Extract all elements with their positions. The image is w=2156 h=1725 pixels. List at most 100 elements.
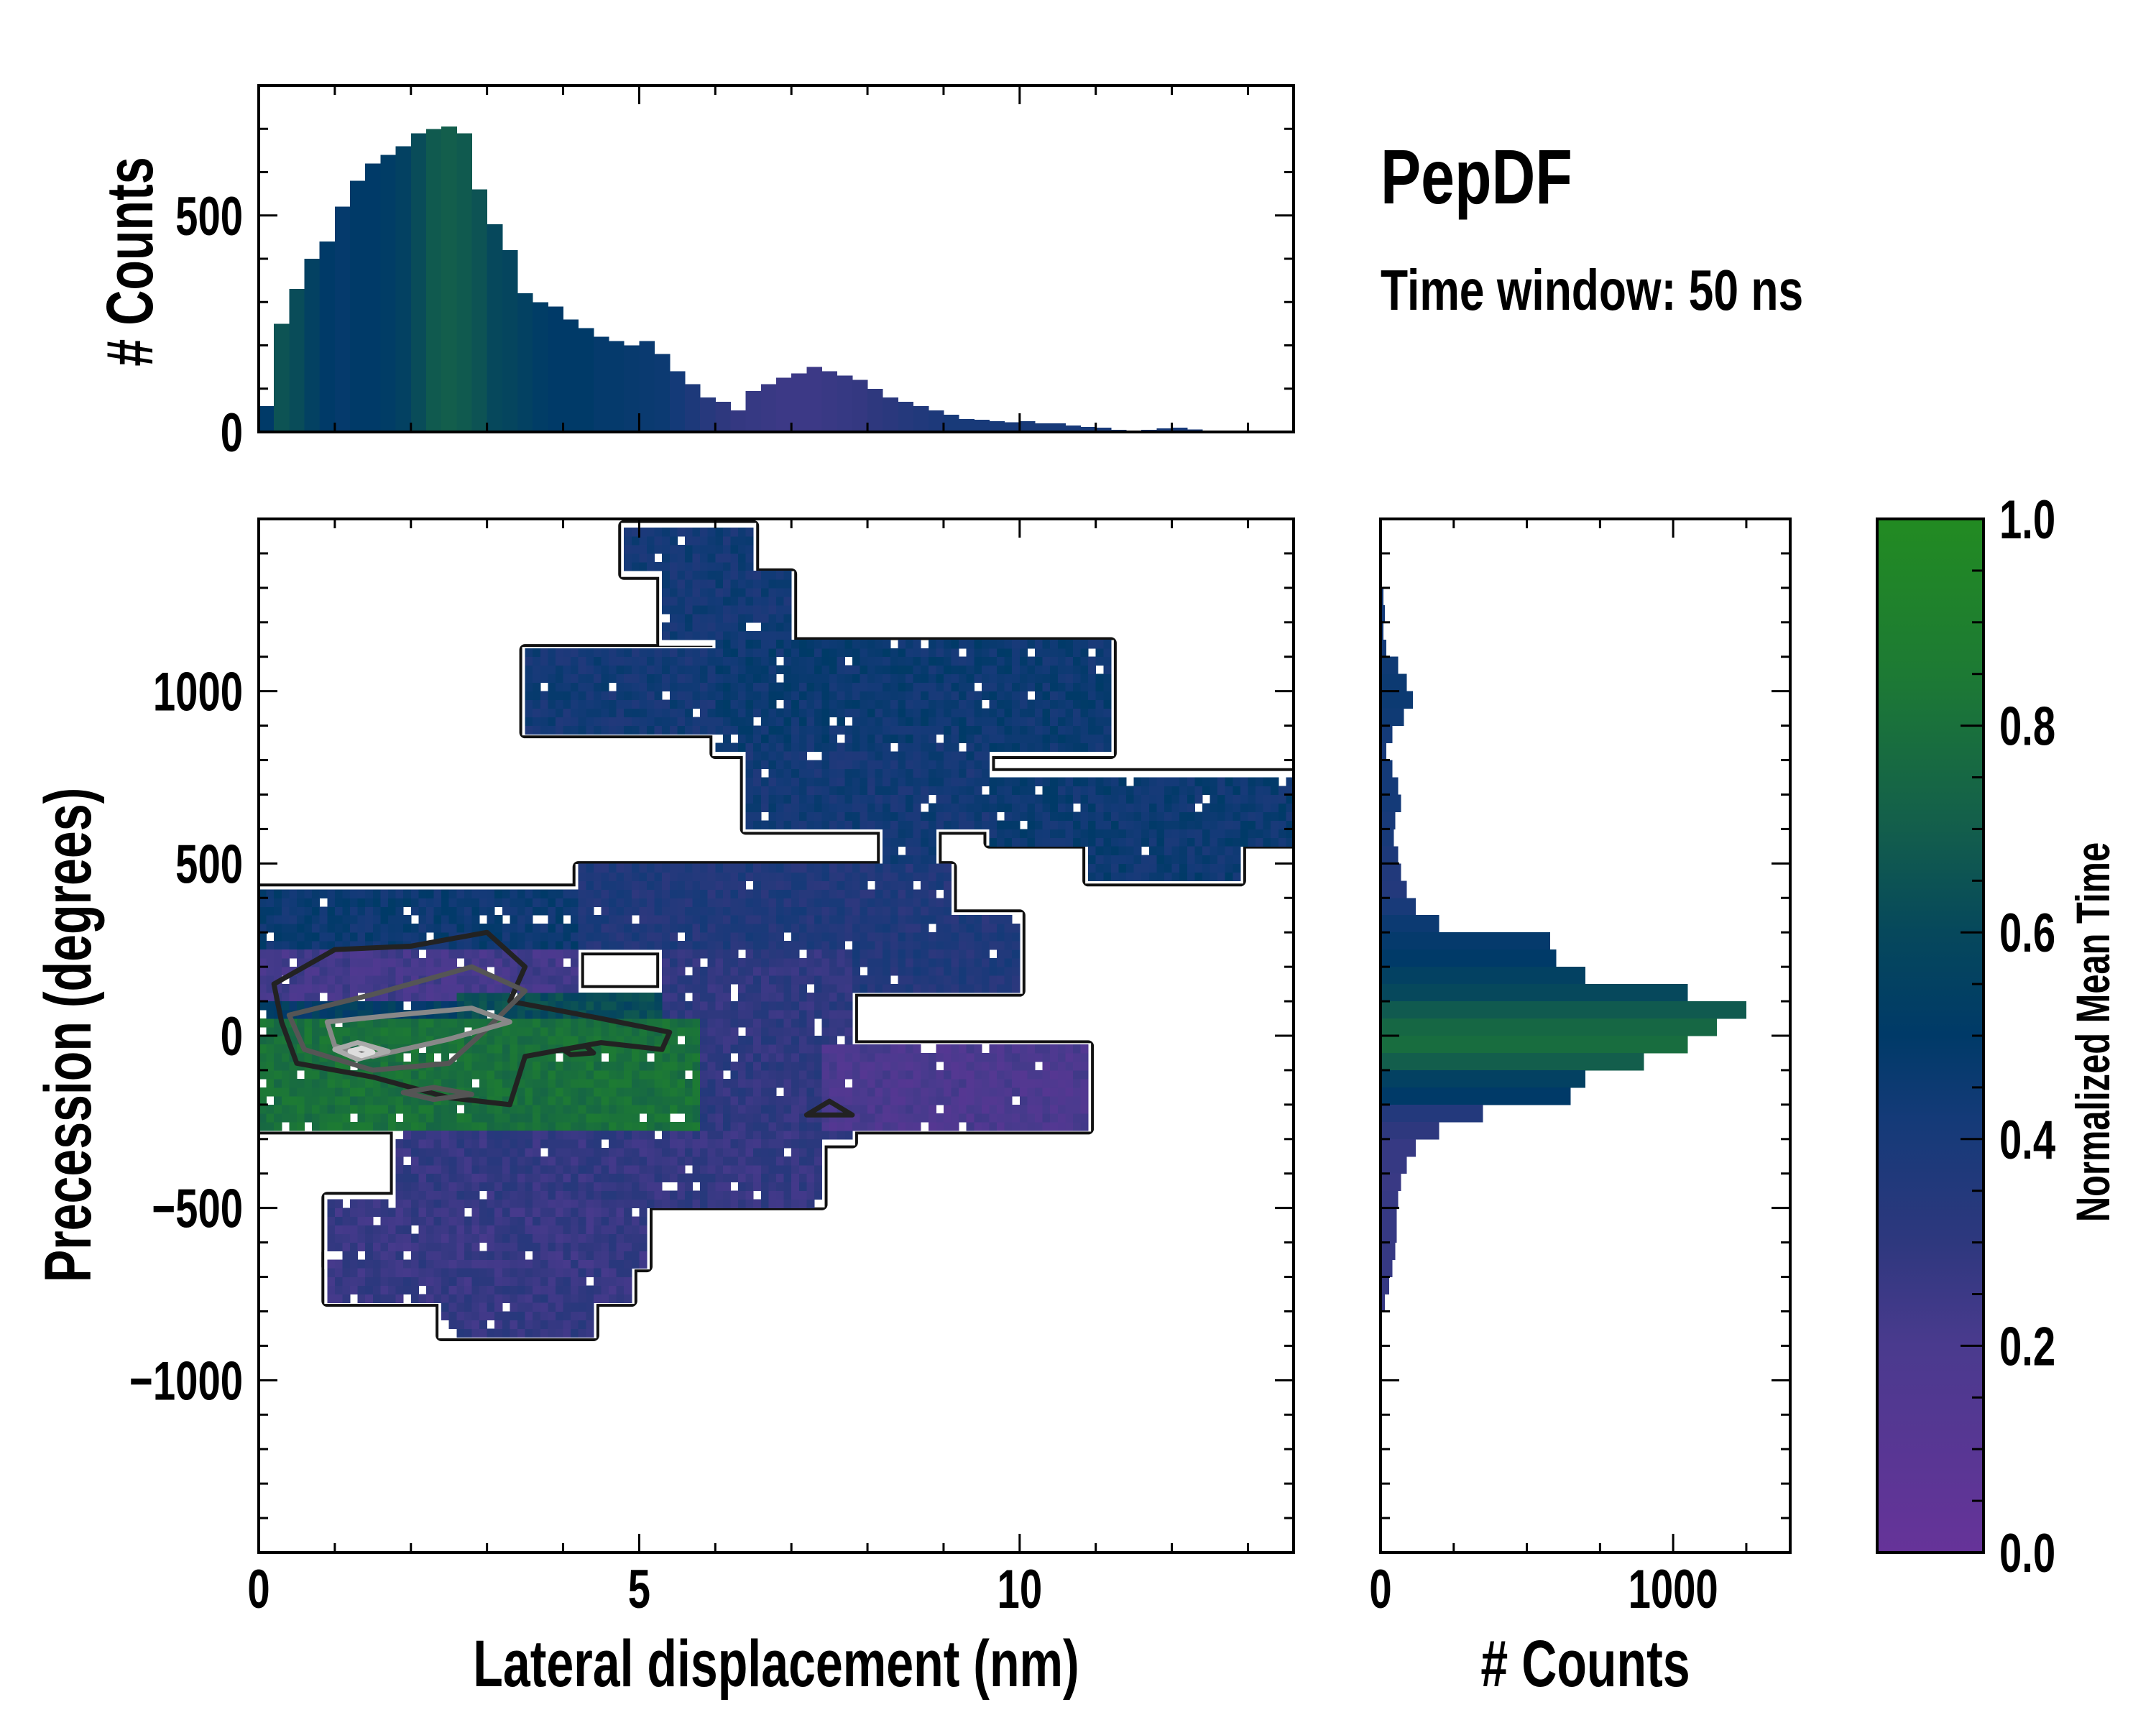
heatmap-cell bbox=[616, 1044, 625, 1054]
heatmap-cell bbox=[776, 760, 785, 770]
heatmap-cell bbox=[760, 1061, 769, 1071]
heatmap-cell bbox=[1035, 699, 1044, 709]
heatmap-cell bbox=[647, 656, 655, 666]
heatmap-cell bbox=[798, 742, 807, 753]
heatmap-cell bbox=[677, 1018, 686, 1028]
heatmap-cell bbox=[418, 932, 427, 942]
heatmap-cell bbox=[433, 984, 442, 993]
heatmap-cell bbox=[403, 1130, 412, 1140]
heatmap-cell bbox=[327, 898, 336, 907]
heatmap-cell bbox=[1042, 639, 1051, 649]
heatmap-cell bbox=[448, 1190, 457, 1200]
heatmap-cell bbox=[533, 673, 541, 684]
heatmap-cell bbox=[760, 630, 769, 640]
heatmap-cell bbox=[1057, 803, 1066, 812]
heatmap-cell bbox=[601, 725, 609, 735]
heatmap-cell bbox=[540, 1182, 548, 1192]
heatmap-cell bbox=[380, 1095, 389, 1105]
heatmap-cell bbox=[555, 993, 564, 1002]
heatmap-cell bbox=[837, 1095, 845, 1105]
heatmap-cell bbox=[410, 993, 419, 1002]
heatmap-cell bbox=[1080, 777, 1089, 786]
heatmap-cell bbox=[738, 993, 747, 1002]
heatmap-cell bbox=[479, 1121, 488, 1131]
heatmap-cell bbox=[456, 1010, 465, 1019]
heatmap-cell bbox=[707, 1095, 716, 1105]
heatmap-cell bbox=[981, 1061, 990, 1071]
heatmap-cell bbox=[471, 898, 480, 907]
heatmap-cell bbox=[555, 975, 564, 985]
heatmap-cell bbox=[921, 958, 929, 967]
heatmap-cell bbox=[700, 898, 709, 907]
heatmap-cell bbox=[1035, 1052, 1044, 1062]
heatmap-cell bbox=[966, 673, 975, 684]
heatmap-cell bbox=[722, 639, 731, 649]
heatmap-cell bbox=[1042, 717, 1051, 727]
heatmap-cell bbox=[821, 734, 830, 744]
heatmap-cell bbox=[684, 1061, 694, 1071]
heatmap-cell bbox=[715, 906, 724, 916]
heatmap-cell bbox=[677, 682, 686, 692]
heatmap-cell bbox=[281, 1044, 290, 1054]
heatmap-cell bbox=[319, 1010, 328, 1019]
heatmap-cell bbox=[548, 984, 556, 993]
heatmap-cell bbox=[669, 863, 678, 873]
heatmap-cell bbox=[563, 1104, 571, 1114]
heatmap-cell bbox=[798, 803, 807, 812]
heatmap-cell bbox=[753, 786, 762, 795]
heatmap-cell bbox=[1019, 786, 1028, 795]
heatmap-cell bbox=[334, 906, 343, 916]
heatmap-cell bbox=[631, 880, 640, 890]
heatmap-cell bbox=[837, 993, 845, 1002]
heatmap-cell bbox=[860, 820, 868, 829]
heatmap-cell bbox=[806, 993, 815, 1002]
heatmap-cell bbox=[829, 699, 838, 709]
heatmap-cell bbox=[388, 1052, 397, 1062]
heatmap-cell bbox=[936, 958, 944, 967]
heatmap-cell bbox=[494, 1036, 503, 1045]
heatmap-cell bbox=[898, 682, 906, 692]
heatmap-cell bbox=[548, 673, 556, 684]
heatmap-cell bbox=[517, 1190, 526, 1200]
heatmap-cell bbox=[281, 1061, 290, 1071]
heatmap-cell bbox=[669, 1078, 678, 1088]
heatmap-cell bbox=[791, 751, 800, 761]
heatmap-cell bbox=[388, 924, 397, 933]
heatmap-cell bbox=[966, 1087, 975, 1097]
heatmap-cell bbox=[875, 1087, 883, 1097]
heatmap-cell bbox=[510, 1173, 518, 1183]
heatmap-cell bbox=[738, 1130, 747, 1140]
heatmap-cell bbox=[464, 1104, 472, 1114]
heatmap-cell bbox=[829, 984, 838, 993]
heatmap-cell bbox=[1019, 1113, 1028, 1123]
heatmap-cell bbox=[1233, 820, 1241, 829]
heatmap-cell bbox=[418, 1147, 427, 1157]
heatmap-cell bbox=[448, 1130, 457, 1140]
heatmap-cell bbox=[981, 742, 990, 753]
heatmap-cell bbox=[319, 1121, 328, 1131]
heatmap-cell bbox=[837, 691, 845, 701]
heatmap-cell bbox=[380, 1036, 389, 1045]
heatmap-cell bbox=[928, 906, 936, 916]
heatmap-cell bbox=[510, 924, 518, 933]
heatmap-cell bbox=[662, 958, 671, 967]
heatmap-cell bbox=[563, 1182, 571, 1192]
heatmap-cell bbox=[662, 1113, 671, 1123]
heatmap-cell bbox=[525, 1190, 533, 1200]
heatmap-cell bbox=[745, 535, 754, 546]
heatmap-cell bbox=[1156, 794, 1165, 804]
heatmap-cell bbox=[936, 717, 944, 727]
heatmap-cell bbox=[966, 915, 975, 924]
heatmap-cell bbox=[357, 1087, 366, 1097]
heatmap-cell bbox=[745, 708, 754, 718]
heatmap-cell bbox=[875, 941, 883, 950]
heatmap-cell bbox=[669, 1190, 678, 1200]
heatmap-cell bbox=[883, 1104, 891, 1114]
heatmap-cell bbox=[533, 984, 541, 993]
heatmap-cell bbox=[738, 924, 747, 933]
heatmap-cell bbox=[768, 682, 777, 692]
heatmap-cell bbox=[1057, 837, 1066, 847]
heatmap-cell bbox=[722, 561, 731, 571]
heatmap-cell bbox=[738, 717, 747, 727]
